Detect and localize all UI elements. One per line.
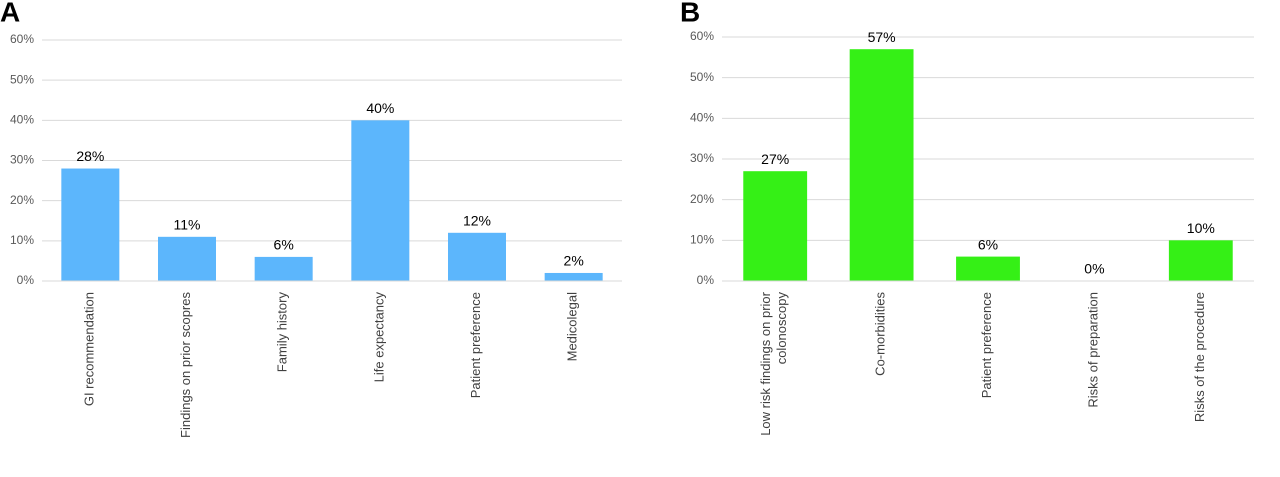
value-label: 27% xyxy=(761,151,789,167)
x-tick-label: Medicolegal xyxy=(565,292,580,361)
value-label: 2% xyxy=(564,253,584,269)
y-tick-label: 60% xyxy=(690,29,714,43)
value-label: 6% xyxy=(274,237,294,253)
x-tick-label: Findings on prior scopres xyxy=(178,292,193,438)
value-label: 57% xyxy=(868,29,896,45)
value-label: 11% xyxy=(174,217,201,233)
y-tick-label: 0% xyxy=(697,273,715,287)
x-tick-label: Patient preference xyxy=(468,292,483,398)
bar xyxy=(956,256,1020,281)
value-label: 6% xyxy=(978,236,998,252)
x-tick-label: Risks of the procedure xyxy=(1192,292,1207,422)
value-label: 28% xyxy=(76,148,104,164)
value-label: 10% xyxy=(1187,220,1215,236)
bar xyxy=(254,256,313,281)
y-tick-label: 40% xyxy=(10,113,34,127)
x-tick-label: GI recommendation xyxy=(82,292,97,406)
bar xyxy=(61,168,120,281)
y-tick-label: 0% xyxy=(17,273,35,287)
bar xyxy=(1168,240,1233,281)
bar xyxy=(448,232,506,281)
y-tick-label: 30% xyxy=(10,153,34,167)
panel-label: B xyxy=(680,0,700,27)
panel-label: A xyxy=(0,0,20,27)
bar xyxy=(743,171,808,281)
y-tick-label: 60% xyxy=(10,32,34,46)
y-tick-label: 20% xyxy=(10,193,34,207)
x-tick-label: Co-morbidities xyxy=(873,292,888,376)
y-tick-label: 30% xyxy=(690,151,714,165)
y-tick-label: 40% xyxy=(690,111,714,125)
bar xyxy=(544,272,603,281)
y-tick-label: 10% xyxy=(10,233,34,247)
y-tick-label: 50% xyxy=(10,72,34,86)
x-tick-label: Patient preference xyxy=(979,292,994,398)
x-tick-label: Risks of preparation xyxy=(1086,292,1101,408)
bar xyxy=(351,120,410,281)
value-label: 40% xyxy=(366,100,394,116)
x-tick-label: Family history xyxy=(275,292,290,373)
value-label: 12% xyxy=(463,213,491,229)
bar xyxy=(849,49,914,282)
y-tick-label: 50% xyxy=(690,70,714,84)
x-tick-label: Life expectancy xyxy=(372,292,387,383)
bar xyxy=(158,236,216,281)
x-tick-label: Low risk findings on priorcolonoscopy xyxy=(759,291,790,435)
y-tick-label: 10% xyxy=(690,233,714,247)
y-tick-label: 20% xyxy=(690,192,714,206)
value-label: 0% xyxy=(1084,261,1104,277)
